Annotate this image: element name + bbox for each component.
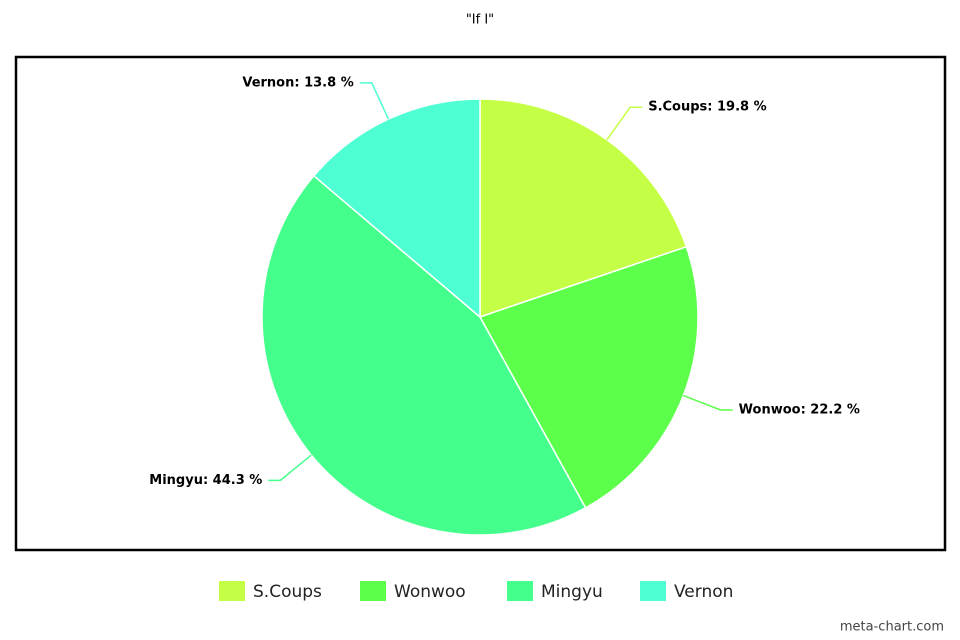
legend-label: Vernon <box>674 582 733 602</box>
pie-slice <box>312 98 481 319</box>
leader-line <box>606 106 643 141</box>
slice-label: S.Coups: 19.8 % <box>648 100 766 115</box>
leader-line <box>268 454 312 482</box>
pie-slice <box>478 245 699 509</box>
legend-label: Wonwoo <box>394 582 466 602</box>
pie-slice <box>479 98 688 319</box>
legend-label: S.Coups <box>253 582 322 602</box>
legend-swatch <box>219 581 245 601</box>
legend-swatch <box>360 581 386 601</box>
legend-swatch <box>640 581 666 601</box>
slice-label: Wonwoo: 22.2 % <box>739 403 860 418</box>
slice-label: Mingyu: 44.3 % <box>149 473 262 488</box>
chart-title: "If I" <box>466 13 494 28</box>
legend-swatch <box>507 581 533 601</box>
legend-label: Mingyu <box>541 582 603 602</box>
leader-line <box>683 394 733 411</box>
plot-frame <box>14 55 947 552</box>
leader-line <box>359 82 390 120</box>
slice-label: Vernon: 13.8 % <box>242 75 353 90</box>
pie-slice <box>261 174 587 536</box>
watermark: meta-chart.com <box>840 620 944 635</box>
